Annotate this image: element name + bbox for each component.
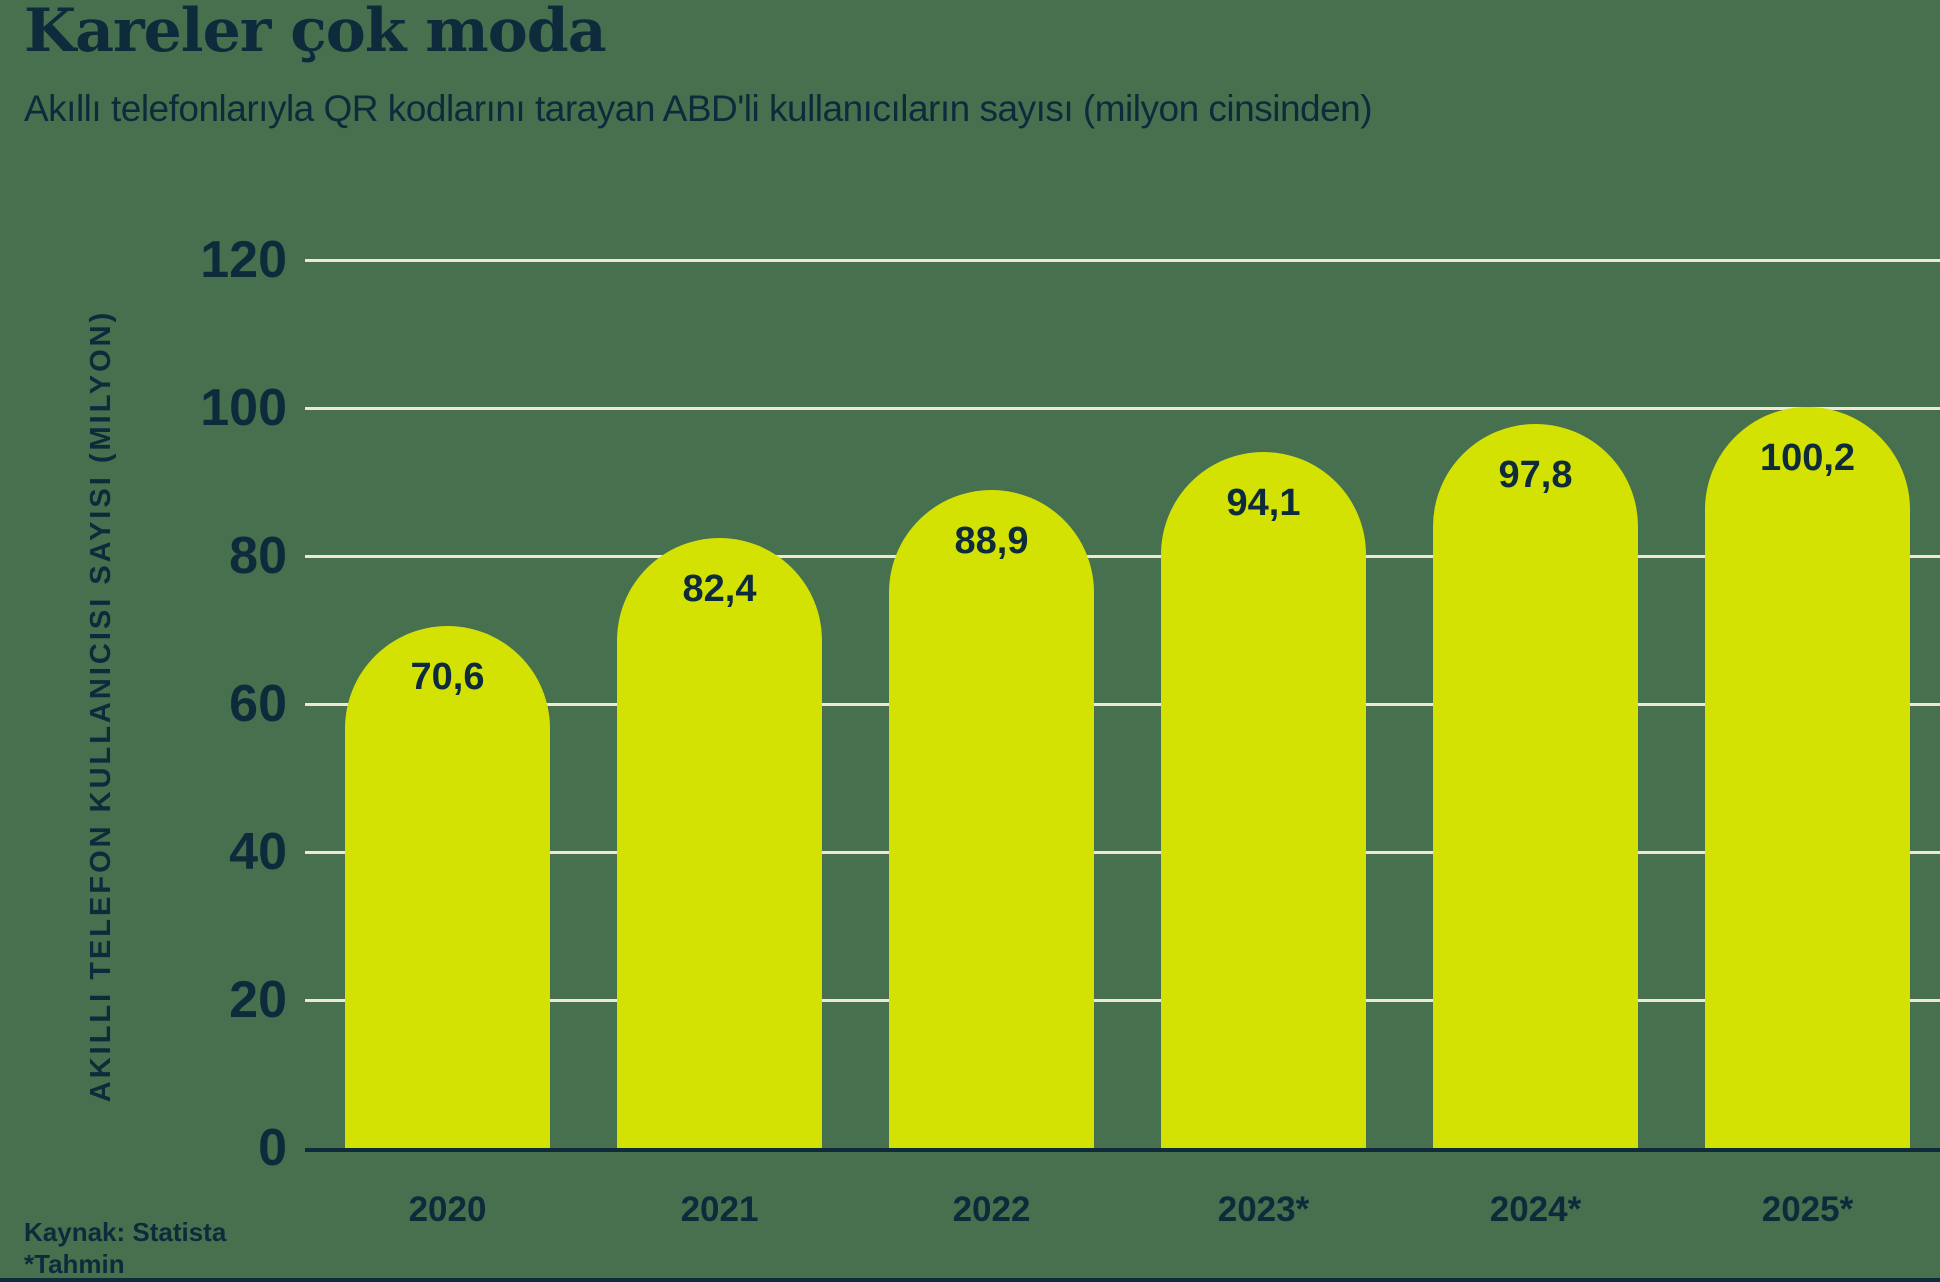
bar-value-label: 88,9: [954, 520, 1029, 562]
bar-2022: 88,9: [889, 490, 1094, 1148]
bottom-border: [0, 1278, 1940, 1282]
bar-2023*: 94,1: [1161, 452, 1366, 1148]
source-note: Kaynak: Statista *Tahmin: [24, 1216, 226, 1280]
chart-subtitle: Akıllı telefonlarıyla QR kodlarını taray…: [24, 88, 1373, 129]
bar-2021: 82,4: [617, 538, 822, 1148]
bar-value-label: 100,2: [1759, 437, 1856, 479]
x-axis-label-2020: 2020: [408, 1190, 487, 1229]
x-axis-label-2023: 2023*: [1217, 1190, 1310, 1229]
source-line: Kaynak: Statista: [24, 1217, 227, 1247]
chart-title: Kareler çok moda: [24, 0, 607, 66]
bar-value-label: 82,4: [682, 568, 757, 610]
y-tick-label-120: 120: [200, 231, 287, 289]
gridline-20: [305, 999, 1940, 1002]
bar-2025*: 100,2: [1705, 407, 1910, 1148]
y-tick-label-40: 40: [229, 823, 287, 881]
x-axis-label-2024: 2024*: [1489, 1190, 1582, 1229]
gridline-80: [305, 555, 1940, 558]
x-axis-line: [305, 1148, 1940, 1152]
bar-value-label: 70,6: [410, 656, 485, 698]
y-tick-label-0: 0: [258, 1119, 287, 1177]
gridline-40: [305, 851, 1940, 854]
gridline-60: [305, 703, 1940, 706]
x-axis-label-2025: 2025*: [1761, 1190, 1854, 1229]
y-tick-label-100: 100: [200, 379, 287, 437]
bar-2020: 70,6: [345, 626, 550, 1148]
x-axis-label-2021: 2021: [680, 1190, 759, 1229]
bar-value-label: 97,8: [1498, 454, 1573, 496]
bar-value-label: 94,1: [1226, 482, 1301, 524]
gridline-100: [305, 407, 1940, 410]
y-tick-label-20: 20: [229, 971, 287, 1029]
plot-area: 70,6 82,4 88,9 94,1 97,8 100,2: [305, 259, 1940, 1148]
footnote-line: *Tahmin: [24, 1249, 125, 1279]
gridline-120: [305, 259, 1940, 262]
y-tick-label-80: 80: [229, 527, 287, 585]
y-tick-label-60: 60: [229, 675, 287, 733]
x-axis-label-2022: 2022: [952, 1190, 1031, 1229]
bar-2024*: 97,8: [1433, 424, 1638, 1148]
